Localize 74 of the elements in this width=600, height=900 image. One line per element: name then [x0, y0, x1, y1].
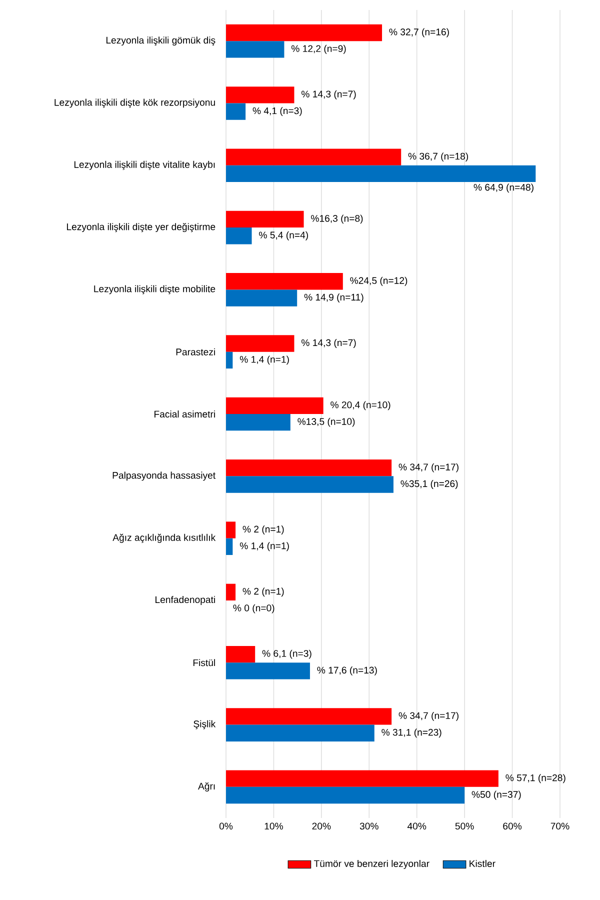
bar [226, 103, 246, 120]
y-tick-label: Lezyonla ilişkili gömük diş [106, 36, 216, 46]
y-tick-label: Ağız açıklığında kısıtlılık [112, 534, 216, 543]
y-tick-label: Lenfadenopati [156, 596, 215, 605]
data-label: % 17,6 (n=13) [317, 666, 377, 676]
data-label: % 0 (n=0) [233, 604, 274, 614]
data-label: % 2 (n=1) [242, 526, 284, 534]
data-label: %16,3 (n=8) [311, 214, 363, 224]
bar [226, 273, 343, 290]
bar [226, 708, 392, 725]
y-tick-label: Facial asimetri [154, 410, 215, 418]
data-label: % 64,9 (n=48) [474, 184, 534, 193]
bar [226, 584, 236, 600]
data-label: % 12,2 (n=9) [291, 44, 346, 54]
x-tick-label: 50% [455, 822, 474, 830]
bar [226, 148, 402, 166]
data-label: % 14,9 (n=11) [304, 294, 364, 303]
bar [226, 352, 233, 369]
bar [226, 165, 536, 182]
y-tick-label: Lezyonla ilişkili dişte yer değiştirme [67, 223, 216, 232]
y-tick-label: Lezyonla ilişkili dişte vitalite kaybı [74, 160, 215, 170]
y-tick-label: Şişlik [194, 720, 216, 730]
bar [226, 646, 256, 663]
bar [226, 476, 394, 493]
x-tick-label: 10% [264, 822, 283, 830]
bar [226, 662, 310, 680]
y-tick-label: Lezyonla ilişkili dişte kök rezorpsiyonu [54, 98, 215, 108]
data-label: % 6,1 (n=3) [262, 650, 312, 659]
y-tick-label: Ağrı [198, 782, 215, 792]
bar [226, 335, 294, 352]
bar [226, 522, 236, 538]
data-label: %50 (n=37) [472, 790, 521, 800]
y-tick-label: Palpasyonda hassasiyet [112, 472, 216, 481]
bar [226, 397, 324, 414]
x-tick-label: 60% [503, 822, 522, 830]
y-tick-label: Parastezi [176, 348, 215, 356]
bar [226, 41, 284, 58]
data-label: % 1,4 (n=1) [240, 542, 289, 552]
data-label: % 31,1 (n=23) [382, 728, 442, 738]
data-label: %35,1 (n=26) [400, 480, 458, 489]
bar [226, 414, 290, 431]
data-label: %13,5 (n=10) [298, 418, 355, 427]
y-tick-label: Fistül [193, 659, 215, 666]
bar [226, 228, 252, 244]
bar [226, 86, 294, 104]
bar [226, 210, 304, 228]
x-tick-label: 20% [312, 822, 331, 830]
data-label: % 57,1 (n=28) [506, 774, 566, 784]
x-tick-label: 40% [407, 822, 426, 830]
data-label: % 32,7 (n=16) [389, 28, 449, 38]
bar [226, 538, 233, 555]
data-label: % 14,3 (n=7) [302, 339, 356, 348]
legend-label: Tümör ve benzeri lezyonlar [314, 860, 430, 869]
data-label: % 34,7 (n=17) [398, 463, 458, 472]
bar [226, 290, 298, 306]
data-label: % 2 (n=1) [242, 588, 284, 597]
data-label: % 14,3 (n=7) [302, 90, 356, 100]
bar [226, 770, 498, 787]
x-tick-label: 0% [219, 822, 233, 830]
data-label: % 34,7 (n=17) [398, 712, 458, 721]
y-tick-label: Lezyonla ilişkili dişte mobilite [94, 285, 216, 294]
data-label: %24,5 (n=12) [350, 276, 408, 286]
data-label: % 5,4 (n=4) [259, 231, 308, 240]
data-label: % 4,1 (n=3) [252, 107, 302, 116]
data-label: % 36,7 (n=18) [408, 152, 468, 162]
data-label: % 20,4 (n=10) [330, 401, 390, 410]
x-tick-label: 30% [360, 822, 378, 830]
bar [226, 786, 465, 804]
bar [226, 459, 392, 476]
bar [226, 24, 382, 42]
legend-label: Kistler [470, 860, 496, 868]
data-label: % 1,4 (n=1) [240, 356, 289, 365]
x-tick-label: 70% [550, 822, 570, 830]
bar [226, 724, 374, 742]
